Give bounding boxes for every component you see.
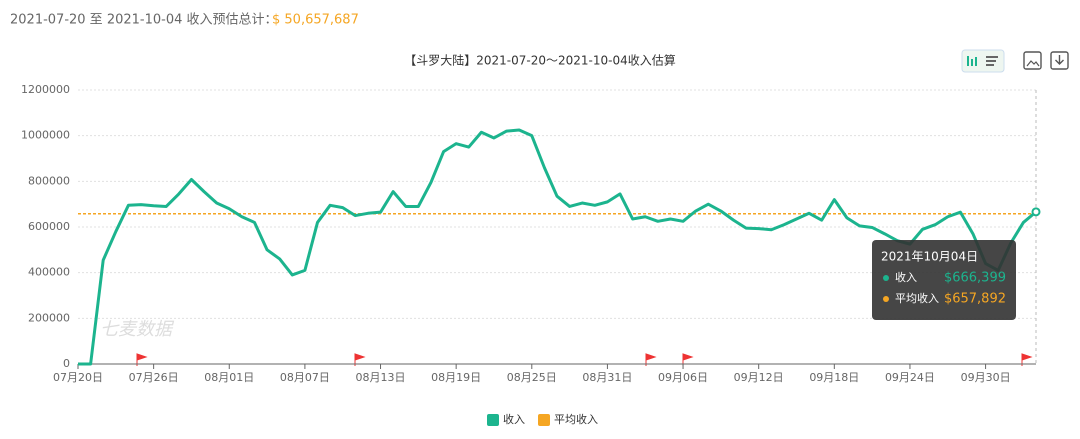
icon [975, 57, 977, 66]
x-tick-label: 07月20日 [53, 371, 103, 384]
tooltip-name: 平均收入 [895, 291, 939, 305]
y-tick-label: 800000 [28, 174, 70, 187]
x-tick-label: 08月01日 [204, 371, 254, 384]
x-tick-label: 08月31日 [582, 371, 632, 384]
x-tick-label: 09月06日 [658, 371, 708, 384]
toolbar[interactable] [961, 49, 1069, 73]
x-tick-label: 08月07日 [280, 371, 330, 384]
legend-label: 收入 [503, 412, 525, 426]
x-tick-label: 08月13日 [356, 371, 406, 384]
revenue-line [78, 128, 1037, 366]
tooltip-value: $666,399 [944, 271, 1006, 286]
flag[interactable] [354, 353, 366, 366]
header-range: 2021-07-20 至 2021-10-04 收入预估总计： [10, 13, 278, 28]
legend-swatch [487, 414, 499, 426]
tooltip-value: $657,892 [944, 292, 1006, 307]
chart-type-toggle[interactable] [961, 49, 1005, 73]
hover-point [1031, 207, 1041, 217]
download[interactable] [1050, 51, 1069, 70]
header-total: $ 50,657,687 [272, 13, 359, 28]
icon [986, 56, 998, 58]
icon [971, 59, 973, 66]
flag[interactable] [136, 353, 148, 366]
y-tick-label: 1000000 [21, 129, 70, 142]
icon [1055, 55, 1064, 65]
y-tick-label: 1200000 [21, 83, 70, 96]
y-tick-label: 400000 [28, 266, 70, 279]
flag[interactable] [645, 353, 657, 366]
x-tick-label: 07月26日 [129, 371, 179, 384]
y-tick-label: 200000 [28, 311, 70, 324]
flag[interactable] [1021, 353, 1033, 366]
event-flags[interactable] [136, 353, 1033, 366]
flag[interactable] [682, 353, 694, 366]
icon [986, 64, 994, 66]
icon [1026, 60, 1040, 67]
icon [986, 60, 996, 62]
x-tick-label: 09月18日 [809, 371, 859, 384]
legend-label: 平均收入 [554, 412, 598, 426]
x-tick-label: 08月19日 [431, 371, 481, 384]
tooltip-dot [883, 275, 889, 281]
tooltip-box [872, 240, 1016, 320]
chart-title: 【斗罗大陆】2021-07-20～2021-10-04收入估算 [404, 53, 675, 68]
x-tick-label: 09月24日 [885, 371, 935, 384]
save-image[interactable] [1023, 51, 1042, 70]
tooltip-title: 2021年10月04日 [881, 250, 978, 264]
y-tick-label: 0 [63, 357, 70, 370]
x-tick-label: 09月30日 [961, 371, 1011, 384]
y-tick-label: 600000 [28, 220, 70, 233]
x-tick-label: 09月12日 [734, 371, 784, 384]
tooltip-dot [883, 296, 889, 302]
watermark: 七麦数据 [100, 319, 175, 340]
x-tick-label: 08月25日 [507, 371, 557, 384]
icon [967, 56, 969, 66]
tooltip-name: 收入 [895, 270, 917, 284]
legend-swatch [538, 414, 550, 426]
